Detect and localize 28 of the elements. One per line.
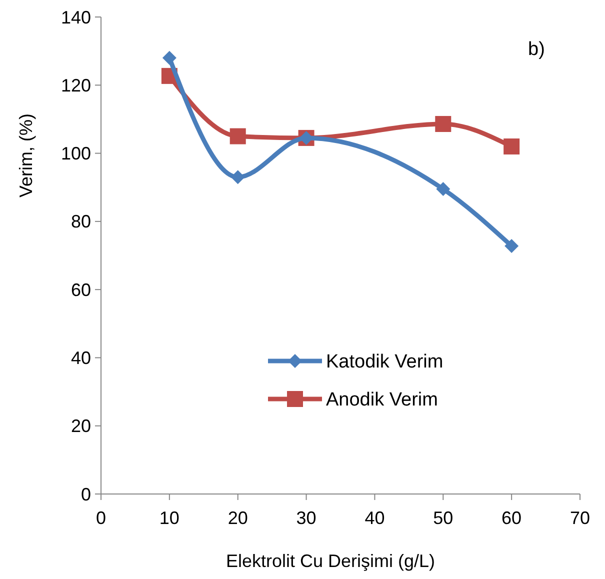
y-tick-label: 100 [60, 144, 91, 164]
y-axis-title: Verim, (%) [16, 113, 36, 198]
annotation: b) [528, 39, 545, 60]
y-tick-label: 80 [70, 212, 91, 232]
y-tick-label: 60 [70, 280, 91, 300]
point [436, 182, 450, 196]
point [504, 138, 520, 154]
x-tick-label: 60 [502, 508, 522, 528]
y-tick-label: 120 [60, 75, 91, 96]
y-tick-label: 20 [70, 416, 91, 436]
x-tick-label: 10 [159, 508, 180, 528]
y-tick-label: 140 [60, 7, 91, 28]
y-tick-label: 0 [80, 484, 91, 504]
y-tick-label: 40 [70, 348, 91, 368]
point [230, 128, 246, 144]
point [504, 238, 519, 253]
x-tick-label: 40 [364, 508, 385, 528]
x-tick-label: 70 [570, 508, 590, 528]
x-axis-title: Elektrolit Cu Derişimi (g/L) [226, 551, 436, 571]
legend-label: Anodik Verim [326, 390, 438, 411]
legend-label: Katodik Verim [326, 352, 444, 373]
point [435, 116, 452, 132]
point [162, 50, 176, 65]
x-tick-label: 50 [433, 508, 454, 528]
x-tick-label: 20 [228, 508, 248, 528]
point [230, 170, 245, 184]
x-tick-label: 0 [96, 508, 106, 528]
x-tick-label: 30 [296, 508, 316, 528]
